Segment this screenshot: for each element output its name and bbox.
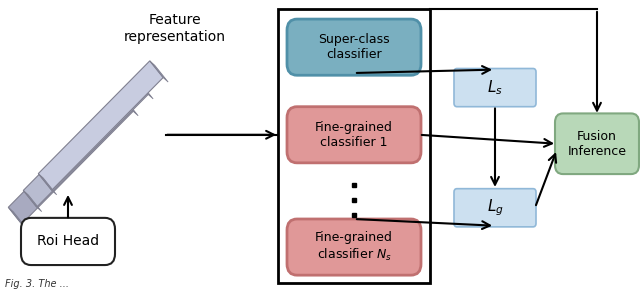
Polygon shape xyxy=(150,61,168,82)
FancyBboxPatch shape xyxy=(287,219,421,275)
Text: Fine-grained
classifier $N_s$: Fine-grained classifier $N_s$ xyxy=(315,231,393,263)
Polygon shape xyxy=(23,78,148,207)
Polygon shape xyxy=(23,190,42,212)
Text: Super-class
classifier: Super-class classifier xyxy=(318,33,390,61)
FancyBboxPatch shape xyxy=(555,113,639,174)
Polygon shape xyxy=(120,95,138,116)
FancyBboxPatch shape xyxy=(21,218,115,265)
Polygon shape xyxy=(38,173,57,195)
FancyBboxPatch shape xyxy=(454,189,536,227)
Text: $L_s$: $L_s$ xyxy=(487,78,503,97)
Polygon shape xyxy=(38,61,163,190)
Polygon shape xyxy=(8,95,133,224)
Polygon shape xyxy=(135,78,153,99)
Bar xyxy=(278,9,430,283)
Text: Fine-grained
classifier 1: Fine-grained classifier 1 xyxy=(315,121,393,149)
Text: Fig. 3. The ...: Fig. 3. The ... xyxy=(5,279,69,288)
Text: Fusion
Inference: Fusion Inference xyxy=(568,130,627,158)
Polygon shape xyxy=(8,207,27,228)
Text: Roi Head: Roi Head xyxy=(37,234,99,248)
FancyBboxPatch shape xyxy=(287,107,421,163)
FancyBboxPatch shape xyxy=(454,69,536,107)
Text: Feature
representation: Feature representation xyxy=(124,13,226,44)
FancyBboxPatch shape xyxy=(287,19,421,75)
Text: $L_g$: $L_g$ xyxy=(486,197,504,218)
